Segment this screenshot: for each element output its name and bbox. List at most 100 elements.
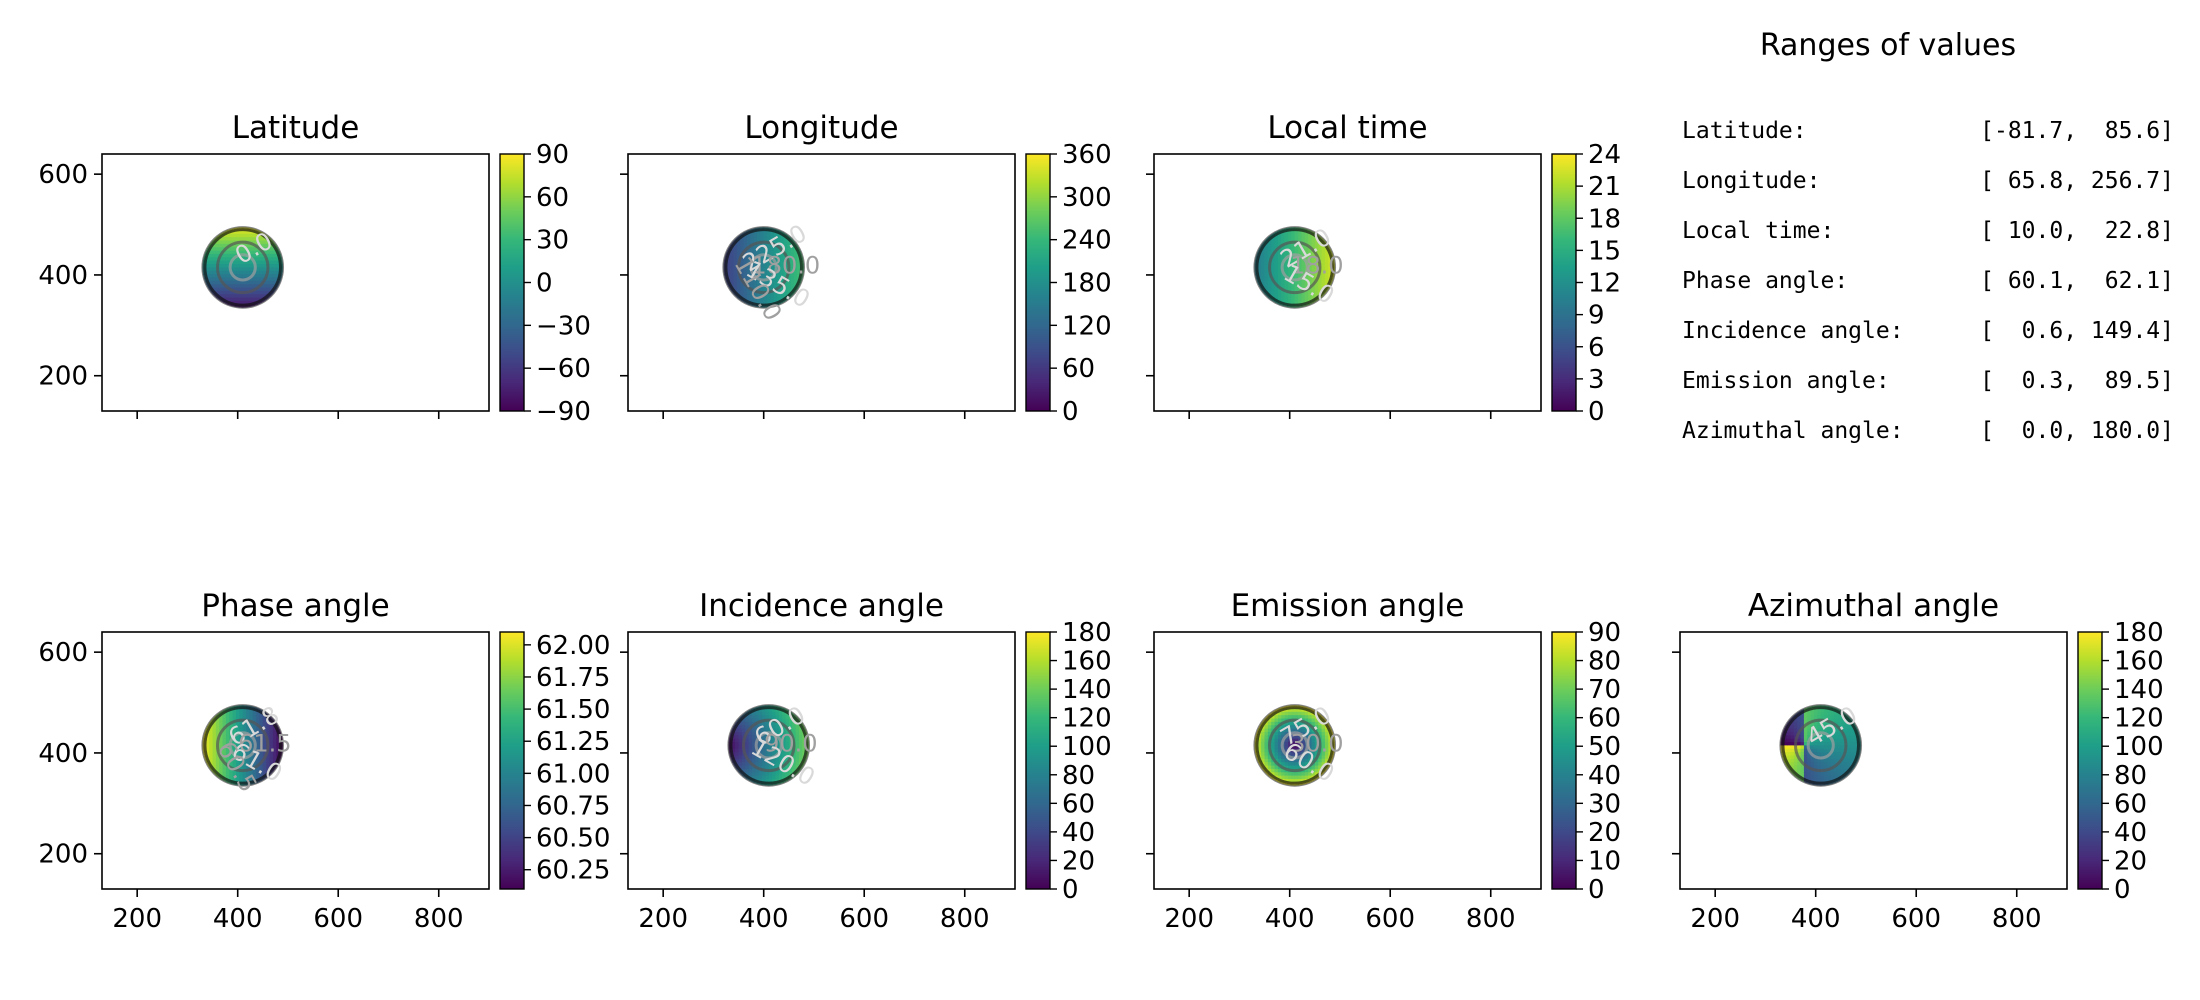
disk-pixel	[1274, 267, 1279, 272]
disk-pixel	[1288, 264, 1292, 268]
y-tick-label: 600	[38, 638, 88, 668]
disk-pixel	[1844, 768, 1849, 773]
disk-pixel	[1844, 721, 1849, 726]
disk-pixel	[1830, 735, 1835, 740]
disk-pixel	[793, 264, 798, 268]
disk-pixel	[262, 715, 267, 720]
disk-pixel	[1840, 738, 1845, 743]
disk-pixel	[1304, 752, 1309, 757]
disk-pixel	[1264, 738, 1269, 743]
disk-pixel	[225, 711, 230, 716]
disk-pixel	[212, 280, 217, 285]
disk-pixel	[209, 742, 214, 746]
disk-pixel	[1308, 768, 1313, 773]
disk-pixel	[765, 711, 770, 716]
disk-pixel	[1301, 250, 1306, 255]
disk-pixel	[1834, 731, 1839, 736]
disk-pixel	[236, 264, 240, 268]
disk-pixel	[777, 274, 782, 279]
disk-pixel	[219, 274, 224, 279]
disk-pixel	[1800, 715, 1805, 720]
disk-pixel	[225, 237, 230, 242]
disk-pixel	[788, 738, 793, 743]
disk-pixel	[768, 711, 773, 716]
colorbar-tick-label: 90	[1588, 618, 1621, 648]
disk-pixel	[249, 775, 254, 780]
disk-pixel	[1314, 290, 1319, 295]
disk-pixel	[765, 765, 770, 770]
disk-pixel	[249, 264, 254, 268]
disk-pixel	[782, 728, 787, 733]
disk-pixel	[798, 728, 803, 733]
disk-pixel	[272, 738, 277, 743]
colorbar-tick-label: 6	[1588, 333, 1605, 363]
disk-pixel	[1837, 782, 1842, 786]
disk-pixel	[1274, 287, 1279, 292]
disk-pixel	[1284, 250, 1289, 255]
disk-pixel	[259, 738, 264, 743]
disk-pixel	[1817, 745, 1822, 750]
disk-pixel	[743, 264, 748, 268]
disk-pixel	[239, 300, 244, 305]
disk-pixel	[755, 718, 760, 723]
disk-pixel	[219, 240, 224, 245]
disk-pixel	[1803, 772, 1808, 777]
disk-pixel	[1301, 775, 1306, 780]
disk-pixel	[1824, 742, 1829, 746]
colorbar-tick-label: 180	[1062, 618, 1112, 648]
disk-pixel	[735, 735, 740, 740]
disk-pixel	[1304, 274, 1309, 279]
disk-pixel	[239, 294, 244, 299]
colorbar-tick-label: 60	[2114, 789, 2147, 819]
disk-pixel	[1271, 240, 1276, 245]
disk-pixel	[787, 240, 792, 245]
disk-pixel	[750, 247, 755, 252]
disk-pixel	[782, 772, 787, 777]
limb-line	[1253, 704, 1337, 787]
disk-pixel	[1817, 762, 1822, 767]
disk-pixel	[1281, 274, 1286, 279]
disk-pixel	[1288, 775, 1292, 780]
disk-pixel	[1284, 721, 1289, 726]
disk-pixel	[802, 738, 807, 743]
disk-pixel	[787, 290, 792, 295]
disk-pixel	[1261, 731, 1266, 736]
disk-pixel	[1298, 284, 1303, 289]
disk-pixel	[1837, 715, 1842, 720]
disk-pixel	[1803, 718, 1808, 723]
disk-pixel	[772, 758, 777, 763]
disk-pixel	[1261, 250, 1266, 255]
disk-pixel	[731, 735, 736, 740]
disk-pixel	[1840, 715, 1845, 720]
disk-pixel	[765, 708, 770, 713]
disk-pixel	[266, 253, 271, 258]
disk-pixel	[249, 233, 254, 238]
disk-pixel	[1274, 257, 1279, 262]
disk-pixel	[1827, 721, 1832, 726]
disk-pixel	[1308, 257, 1313, 262]
disk-pixel	[1793, 755, 1798, 760]
disk-pixel	[1324, 752, 1329, 757]
disk-pixel	[205, 748, 210, 753]
disk-pixel	[746, 264, 751, 268]
disk-pixel	[212, 758, 217, 763]
disk-pixel	[768, 745, 773, 750]
disk-pixel	[1298, 233, 1303, 238]
disk-pixel	[252, 728, 257, 733]
disk-pixel	[1314, 721, 1319, 726]
disk-pixel	[212, 735, 217, 740]
disk-pixel	[1308, 742, 1313, 746]
disk-pixel	[222, 270, 227, 275]
disk-pixel	[1850, 745, 1855, 750]
disk-pixel	[787, 280, 792, 285]
disk-pixel	[763, 260, 768, 265]
disk-pixel	[1824, 758, 1829, 763]
disk-pixel	[209, 748, 214, 753]
disk-pixel	[1787, 745, 1792, 750]
disk-pixel	[1311, 267, 1316, 272]
disk-pixel	[780, 270, 785, 275]
colorbar-tick-label: 120	[1062, 704, 1112, 734]
disk-pixel	[269, 728, 274, 733]
disk-pixel	[1797, 765, 1802, 770]
